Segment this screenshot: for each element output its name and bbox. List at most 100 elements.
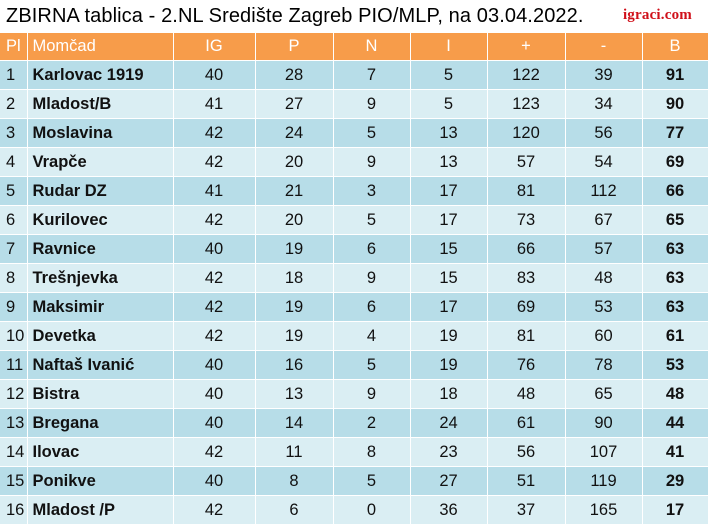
col-header-points: B (642, 33, 708, 61)
cell-played: 42 (173, 437, 256, 467)
cell-position: 3 (0, 118, 28, 148)
table-row: 13 Bregana 40 14 2 24 61 90 44 (0, 408, 708, 438)
col-header-played: IG (173, 33, 256, 61)
cell-losses: 24 (410, 408, 488, 438)
cell-team-name: Mladost /P (27, 495, 174, 525)
cell-team-name: Bregana (27, 408, 174, 438)
col-header-team: Momčad (27, 33, 174, 61)
table-row: 14 Ilovac 42 11 8 23 56 107 41 (0, 437, 708, 467)
cell-team-name: Trešnjevka (27, 263, 174, 293)
cell-team-name: Vrapče (27, 147, 174, 177)
cell-goals-against: 65 (565, 379, 643, 409)
cell-goals-against: 165 (565, 495, 643, 525)
cell-wins: 21 (255, 176, 334, 206)
cell-losses: 23 (410, 437, 488, 467)
cell-wins: 19 (255, 292, 334, 322)
cell-points: 90 (642, 89, 708, 119)
table-row: 6 Kurilovec 42 20 5 17 73 67 65 (0, 205, 708, 235)
cell-draws: 4 (333, 321, 411, 351)
brand-logo: igraci.com (622, 7, 692, 23)
cell-draws: 3 (333, 176, 411, 206)
cell-losses: 17 (410, 292, 488, 322)
cell-draws: 9 (333, 89, 411, 119)
cell-goals-against: 34 (565, 89, 643, 119)
cell-goals-for: 120 (487, 118, 566, 148)
cell-points: 91 (642, 60, 708, 90)
cell-team-name: Ilovac (27, 437, 174, 467)
cell-goals-against: 56 (565, 118, 643, 148)
cell-goals-for: 73 (487, 205, 566, 235)
cell-played: 41 (173, 89, 256, 119)
cell-played: 40 (173, 350, 256, 380)
table-row: 3 Moslavina 42 24 5 13 120 56 77 (0, 118, 708, 148)
cell-points: 41 (642, 437, 708, 467)
cell-points: 17 (642, 495, 708, 525)
cell-goals-against: 48 (565, 263, 643, 293)
cell-goals-for: 57 (487, 147, 566, 177)
cell-played: 40 (173, 60, 256, 90)
cell-team-name: Naftaš Ivanić (27, 350, 174, 380)
cell-draws: 5 (333, 466, 411, 496)
title-bar: ZBIRNA tablica - 2.NL Središte Zagreb PI… (0, 0, 708, 33)
cell-wins: 16 (255, 350, 334, 380)
cell-position: 15 (0, 466, 28, 496)
cell-goals-against: 78 (565, 350, 643, 380)
cell-draws: 8 (333, 437, 411, 467)
table-title: ZBIRNA tablica - 2.NL Središte Zagreb PI… (6, 5, 584, 27)
cell-goals-against: 119 (565, 466, 643, 496)
cell-goals-for: 66 (487, 234, 566, 264)
cell-position: 10 (0, 321, 28, 351)
cell-draws: 0 (333, 495, 411, 525)
table-row: 10 Devetka 42 19 4 19 81 60 61 (0, 321, 708, 351)
cell-played: 42 (173, 205, 256, 235)
cell-goals-against: 112 (565, 176, 643, 206)
cell-team-name: Rudar DZ (27, 176, 174, 206)
cell-losses: 17 (410, 176, 488, 206)
cell-played: 42 (173, 147, 256, 177)
cell-position: 14 (0, 437, 28, 467)
cell-goals-for: 48 (487, 379, 566, 409)
table-row: 2 Mladost/B 41 27 9 5 123 34 90 (0, 89, 708, 119)
standings-table: Pl Momčad IG P N I + - B 1 Karlovac 1919 4… (0, 33, 708, 525)
cell-position: 2 (0, 89, 28, 119)
table-row: 9 Maksimir 42 19 6 17 69 53 63 (0, 292, 708, 322)
cell-wins: 19 (255, 321, 334, 351)
cell-goals-for: 56 (487, 437, 566, 467)
cell-goals-for: 69 (487, 292, 566, 322)
cell-wins: 8 (255, 466, 334, 496)
cell-goals-against: 67 (565, 205, 643, 235)
cell-draws: 9 (333, 147, 411, 177)
cell-points: 63 (642, 234, 708, 264)
cell-position: 16 (0, 495, 28, 525)
cell-position: 6 (0, 205, 28, 235)
col-header-goals-for: + (487, 33, 566, 61)
cell-draws: 5 (333, 118, 411, 148)
table-row: 5 Rudar DZ 41 21 3 17 81 112 66 (0, 176, 708, 206)
col-header-goals-against: - (565, 33, 643, 61)
cell-points: 53 (642, 350, 708, 380)
cell-points: 63 (642, 263, 708, 293)
cell-played: 42 (173, 495, 256, 525)
cell-goals-for: 76 (487, 350, 566, 380)
cell-team-name: Kurilovec (27, 205, 174, 235)
header-row: Pl Momčad IG P N I + - B (0, 33, 708, 61)
cell-draws: 7 (333, 60, 411, 90)
cell-goals-against: 54 (565, 147, 643, 177)
cell-goals-against: 39 (565, 60, 643, 90)
table-row: 11 Naftaš Ivanić 40 16 5 19 76 78 53 (0, 350, 708, 380)
cell-wins: 20 (255, 147, 334, 177)
cell-goals-against: 107 (565, 437, 643, 467)
cell-wins: 14 (255, 408, 334, 438)
cell-wins: 13 (255, 379, 334, 409)
cell-played: 42 (173, 263, 256, 293)
cell-goals-against: 53 (565, 292, 643, 322)
cell-points: 66 (642, 176, 708, 206)
cell-draws: 2 (333, 408, 411, 438)
cell-points: 29 (642, 466, 708, 496)
cell-played: 42 (173, 118, 256, 148)
cell-goals-for: 37 (487, 495, 566, 525)
cell-position: 13 (0, 408, 28, 438)
cell-team-name: Mladost/B (27, 89, 174, 119)
cell-goals-for: 81 (487, 321, 566, 351)
